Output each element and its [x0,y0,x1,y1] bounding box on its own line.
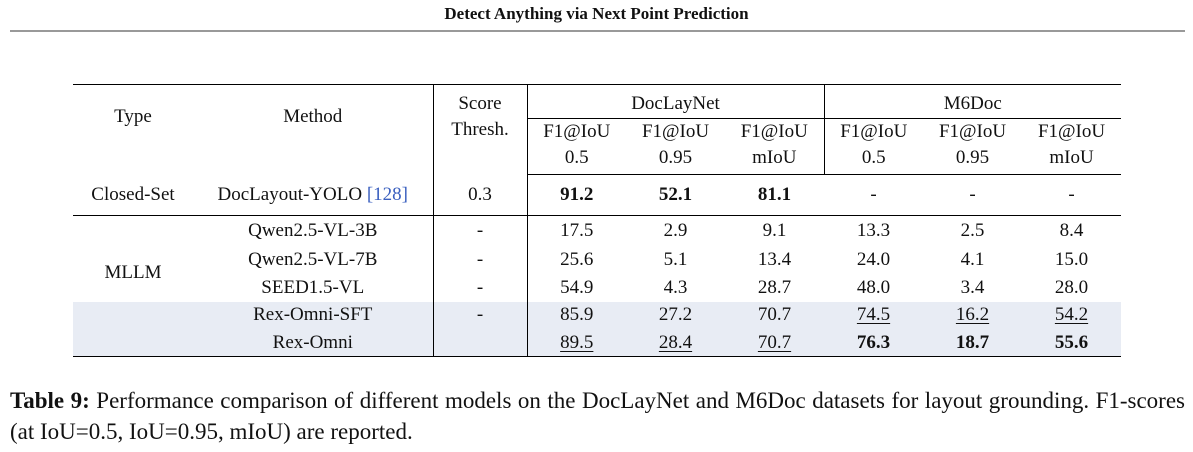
value-cell: - [1022,174,1122,216]
method-name: Qwen2.5-VL-7B [248,249,378,271]
table-row: Rex-Omni 89.5 28.4 70.7 76.3 18.7 55.6 [73,329,1121,357]
value-cell: 17.5 [526,215,626,247]
value-cell: 15.0 [1054,249,1089,271]
value-cell: 3.4 [960,276,985,298]
header-line: mIoU [752,147,797,168]
value-cell: 28.7 [757,276,792,298]
method-name: Rex-Omni-SFT [253,304,373,326]
value-cell: 85.9 [526,301,626,329]
header-line: 0.95 [658,147,693,168]
method-name: SEED1.5-VL [261,276,365,298]
header-line: Thresh. [451,119,509,140]
score-cell [432,329,527,357]
type-cell: MLLM [104,261,162,283]
header-line: mIoU [1049,147,1094,168]
metric-header: F1@IoU mIoU [725,118,825,175]
score-cell: - [432,274,527,302]
value-cell: 2.5 [960,220,985,242]
value-cell: 89.5 [526,329,626,357]
value-cell: 4.3 [663,276,688,298]
group-header: M6Doc [823,84,1122,119]
value-cell: 28.4 [658,331,693,353]
metric-header: F1@IoU 0.95 [626,118,725,175]
value-cell: 27.2 [658,304,693,326]
metric-header: F1@IoU 0.5 [526,118,626,175]
table-row: SEED1.5-VL -54.9 4.3 28.7 48.0 3.4 28.0 [73,274,1121,302]
type-cell: Closed-Set [73,174,193,216]
value-cell: 54.2 [1054,304,1089,326]
header-line: F1@IoU [938,121,1007,142]
column-header: Score Thresh. [432,84,527,175]
score-cell: - [432,246,527,274]
table-row: Qwen2.5-VL-7B -25.6 5.1 13.4 24.0 4.1 15.0 [73,246,1121,275]
header-line: 0.5 [564,147,589,168]
column-header: Type [114,106,152,127]
value-cell: 48.0 [856,276,891,298]
value-cell: 8.4 [1059,220,1084,242]
header-line: F1@IoU [1037,121,1106,142]
method-cell: Rex-Omni [193,329,433,357]
running-title: Detect Anything via Next Point Predictio… [444,4,749,23]
value-cell: 91.2 [526,174,626,216]
header-line: 0.95 [955,147,990,168]
value-cell: 18.7 [955,331,990,353]
method-cell: Qwen2.5-VL-7B [193,247,433,275]
method-cell: DocLayout-YOLO [128] [193,174,433,216]
score-cell: - [432,301,527,329]
value-cell: 24.0 [856,249,891,271]
value-cell: - [824,174,924,216]
method-name: Qwen2.5-VL-3B [248,220,378,242]
value-cell: 70.7 [757,304,792,326]
metric-header: F1@IoU 0.5 [823,118,924,175]
table-row: MLLM Qwen2.5-VL-3B -17.5 2.9 9.1 13.3 2.5 8.4 [73,215,1121,283]
header-line: F1@IoU [740,121,808,142]
results-table: Type Method Score Thresh. DocLayNet M6Doc F1@I… [73,84,1122,357]
header-row: F1@IoU 0.5 F1@IoU 0.95 F1@IoU mIoU F1@IoU 0.5 F1… [73,118,1122,175]
score-cell: 0.3 [432,174,527,216]
value-cell: 52.1 [626,174,725,216]
method-cell: Rex-Omni-SFT [193,302,433,330]
metric-header: F1@IoU 0.95 [923,118,1023,175]
value-cell: 13.3 [856,220,891,242]
value-cell: 70.7 [757,331,792,353]
group-header: DocLayNet [526,84,825,119]
value-cell: 28.0 [1054,276,1089,298]
column-header: Method [283,106,343,127]
value-cell: 5.1 [663,249,688,271]
value-cell: 25.6 [526,246,626,274]
type-cell [73,329,193,357]
table-row: Closed-Set DocLayout-YOLO [128] 0.3 91.2 52.… [73,174,1122,216]
value-cell: 76.3 [856,331,891,353]
header-line: F1@IoU [543,121,611,142]
caption-text: Performance comparison of different mode… [10,388,1186,444]
value-cell: 13.4 [757,249,792,271]
score-cell: - [432,215,527,247]
value-cell: 2.9 [663,220,688,242]
caption-label: Table 9: [10,388,90,413]
method-cell: Qwen2.5-VL-3B [193,216,433,247]
value-cell: 55.6 [1054,331,1089,353]
value-cell: 9.1 [762,220,787,242]
value-cell: 54.9 [526,274,626,302]
value-cell: 16.2 [955,304,990,326]
value-cell: 74.5 [856,304,891,326]
method-name: Rex-Omni [272,331,353,353]
table-row: Rex-Omni-SFT -85.9 27.2 70.7 74.5 16.2 54.2 [73,301,1121,330]
header-line: Score [458,93,502,114]
method-name: DocLayout-YOLO [217,183,363,205]
header-line: F1@IoU [641,121,710,142]
header-rule [10,30,1185,32]
caption: Table 9: Performance comparison of diffe… [10,385,1185,447]
header-line: F1@IoU [840,121,908,142]
value-cell: - [923,174,1023,216]
header-line: 0.5 [861,147,886,168]
method-cell: SEED1.5-VL [193,274,433,302]
value-cell: 4.1 [960,249,985,271]
metric-header: F1@IoU mIoU [1022,118,1122,175]
header-row: Type Method Score Thresh. DocLayNet M6Doc [73,84,1122,175]
value-cell: 81.1 [725,174,825,216]
citation: [128] [366,183,408,205]
